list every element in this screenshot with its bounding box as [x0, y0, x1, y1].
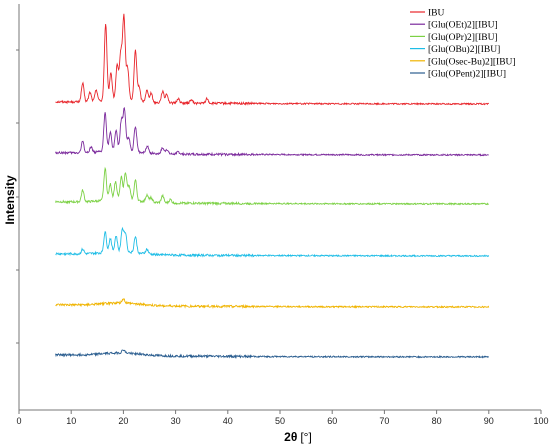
- series-line-1: [55, 106, 490, 157]
- x-tick-label: 30: [171, 416, 181, 426]
- legend-label: [Glu(OEt)2][IBU]: [428, 20, 498, 31]
- x-tick-label: 70: [379, 416, 389, 426]
- x-tick-label: 90: [484, 416, 494, 426]
- x-axis-title-main: 2θ: [284, 430, 297, 444]
- series-line-5: [55, 349, 489, 359]
- legend-label: IBU: [428, 9, 445, 19]
- legend-label: [Glu(OPent)2][IBU]: [428, 69, 506, 80]
- x-axis-title-unit: [°]: [300, 430, 311, 444]
- y-axis-title: Intensity: [3, 175, 17, 225]
- legend: IBU[Glu(OEt)2][IBU][Glu(OPr)2][IBU][Glu(…: [410, 9, 516, 80]
- series-layer: [55, 13, 490, 359]
- series-line-3: [55, 226, 490, 258]
- x-tick-label: 10: [66, 416, 76, 426]
- x-tick-label: 20: [118, 416, 128, 426]
- legend-label: [Glu(OBu)2][IBU]: [428, 44, 500, 55]
- x-tick-label: 80: [432, 416, 442, 426]
- legend-label: [Glu(OPr)2][IBU]: [428, 32, 498, 43]
- x-tick-label: 100: [533, 416, 548, 426]
- legend-label: [Glu(Osec-Bu)2][IBU]: [428, 56, 516, 67]
- x-tick-label: 40: [223, 416, 233, 426]
- axes-layer: 0 10 20 30 40 50 60 70 80 90 100: [16, 4, 549, 426]
- series-line-0: [55, 13, 490, 106]
- x-axis-title: 2θ [°]: [284, 430, 312, 444]
- series-line-4: [55, 298, 490, 309]
- x-tick-label: 60: [327, 416, 337, 426]
- series-line-2: [55, 166, 489, 206]
- x-tick-label: 0: [16, 416, 21, 426]
- x-tick-label: 50: [275, 416, 285, 426]
